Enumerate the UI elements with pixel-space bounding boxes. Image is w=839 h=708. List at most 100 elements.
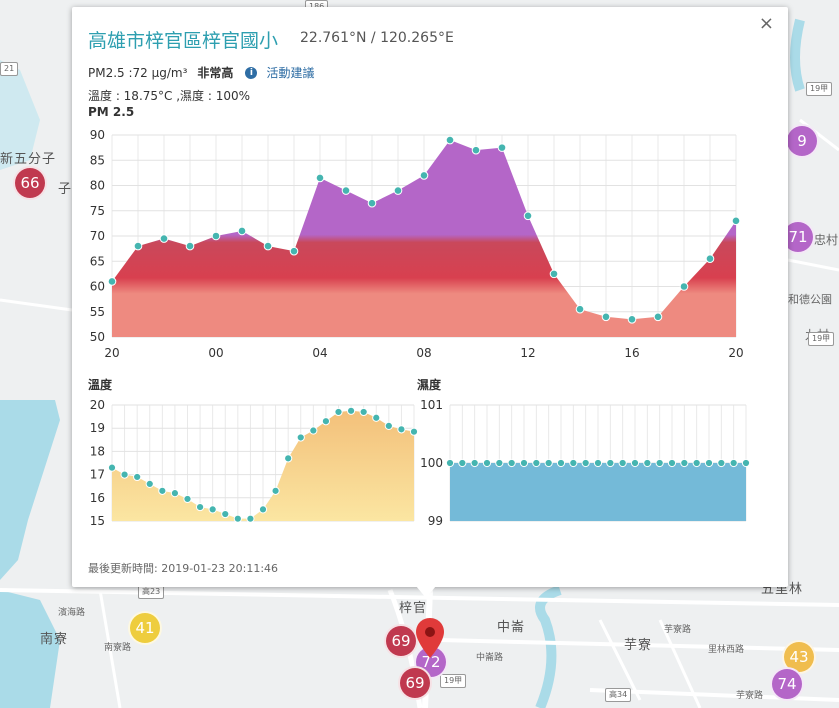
map-place-label: 中崙 [497, 620, 526, 635]
y-tick-label: 101 [420, 398, 443, 412]
aqi-cluster-marker[interactable]: 69 [384, 624, 418, 658]
data-point [680, 458, 689, 468]
data-point [367, 198, 377, 208]
data-point [158, 486, 167, 495]
x-tick-label: 00 [208, 346, 223, 360]
data-point [532, 458, 541, 468]
map-road-label: 中崙路 [476, 653, 504, 663]
aqi-cluster-marker[interactable]: 74 [770, 667, 804, 701]
data-point [284, 454, 293, 463]
series-area [112, 140, 736, 337]
data-point [497, 143, 507, 152]
map-river [535, 585, 562, 708]
y-tick-label: 80 [90, 179, 105, 193]
map-place-label: 和德公園 [788, 293, 832, 306]
data-point [523, 211, 533, 221]
map-road-label: 濱海路 [58, 608, 86, 618]
map-road-label: 芋寮路 [736, 691, 764, 701]
data-point [246, 514, 255, 523]
data-point [334, 407, 343, 417]
y-tick-label: 99 [428, 514, 443, 528]
data-point [544, 458, 553, 468]
data-point [445, 135, 455, 145]
map-place-label: 芋寮 [624, 638, 653, 653]
map-river [790, 18, 805, 92]
last-updated: 最後更新時間: 2019-01-23 20:11:46 [88, 562, 279, 575]
y-tick-label: 75 [90, 204, 105, 218]
data-point [258, 505, 268, 514]
data-point [120, 470, 129, 479]
data-point [655, 458, 664, 468]
data-point [679, 282, 689, 291]
map-road-label: 南寮路 [104, 643, 132, 653]
data-point [581, 458, 590, 468]
y-tick-label: 17 [90, 468, 105, 482]
y-tick-label: 70 [90, 229, 105, 243]
aqi-cluster-marker[interactable]: 41 [128, 611, 162, 645]
info-icon[interactable]: i [245, 66, 258, 79]
data-point [107, 463, 117, 472]
road-shield: 19甲 [440, 674, 467, 688]
series-area [450, 463, 746, 521]
data-point [159, 234, 169, 243]
y-tick-label: 20 [90, 398, 105, 412]
data-point [289, 246, 299, 256]
x-tick-label: 20 [728, 346, 743, 360]
data-point [601, 312, 611, 322]
station-coordinates: 22.761°N / 120.265°E [300, 30, 454, 46]
data-point [107, 277, 117, 286]
temperature-chart-title: 溫度 [88, 378, 113, 392]
road-shield: 19甲 [808, 332, 835, 346]
aqi-cluster-marker[interactable]: 43 [782, 640, 816, 674]
data-point [359, 407, 368, 417]
aqi-cluster-marker[interactable]: 9 [785, 124, 819, 158]
series-area [112, 410, 414, 521]
aqi-cluster-marker[interactable]: 69 [398, 666, 432, 700]
humidity-chart-title: 濕度 [417, 378, 442, 392]
data-point [183, 494, 192, 504]
data-point [372, 413, 381, 422]
y-tick-label: 100 [420, 456, 443, 470]
x-tick-label: 08 [416, 346, 431, 360]
aqi-cluster-marker[interactable]: 66 [13, 166, 47, 200]
x-tick-label: 12 [520, 346, 535, 360]
pm-reading: PM2.5 :72 μg/m³ [88, 65, 188, 80]
map-pin-icon[interactable] [416, 618, 444, 658]
map-place-label: 新五分子 [0, 152, 57, 167]
close-button[interactable]: × [758, 13, 774, 34]
road-shield: 高23 [138, 585, 165, 599]
data-point [575, 304, 585, 314]
road-shield: 21 [0, 62, 19, 76]
data-point [556, 458, 566, 468]
data-point [507, 458, 516, 468]
x-tick-label: 20 [104, 346, 119, 360]
pm25-chart: 50 55 60 65 70 75 80 85 90 20 00 04 08 12 16 20 [90, 128, 744, 360]
data-point [233, 514, 242, 523]
data-point [271, 486, 280, 495]
data-point [409, 427, 419, 436]
y-tick-label: 65 [90, 254, 105, 268]
x-tick-label: 04 [312, 346, 327, 360]
activity-advice-link[interactable]: 活動建議 [266, 66, 315, 80]
data-point [692, 458, 701, 468]
map-place-label: 子 [58, 182, 73, 197]
data-point [618, 458, 627, 468]
data-point [593, 458, 603, 468]
y-tick-label: 19 [90, 421, 105, 435]
data-point [346, 406, 356, 415]
data-point [627, 315, 637, 324]
data-point [221, 509, 230, 519]
data-point [729, 458, 738, 468]
data-point [643, 458, 652, 468]
pm-chart-title: PM 2.5 [88, 105, 135, 119]
weather-summary: 溫度 : 18.75°C ,濕度 : 100% [88, 89, 251, 103]
data-point [315, 173, 325, 183]
data-point [630, 458, 640, 468]
data-point [321, 417, 331, 426]
data-point [185, 241, 195, 251]
data-point [309, 426, 318, 435]
data-point [569, 458, 578, 468]
data-point [170, 489, 180, 498]
map-water [0, 590, 60, 708]
